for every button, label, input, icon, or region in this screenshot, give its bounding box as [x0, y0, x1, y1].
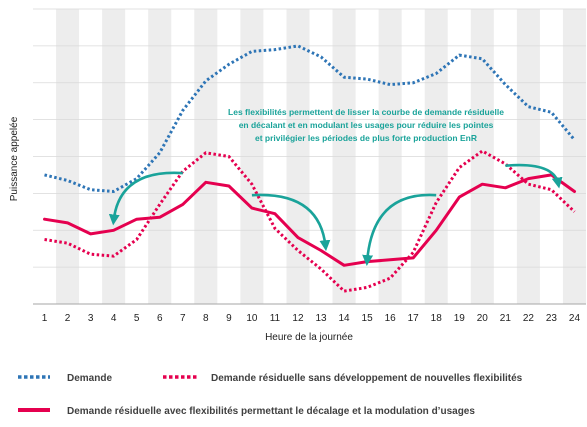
- x-tick-label-19: 19: [454, 313, 466, 324]
- x-tick-label-6: 6: [157, 313, 163, 324]
- x-tick-label-22: 22: [523, 313, 535, 324]
- x-tick-label-23: 23: [546, 313, 558, 324]
- legend: Demande Demande résiduelle sans développ…: [18, 373, 523, 417]
- curved-arrow-3: [362, 193, 437, 266]
- annotation-line-3: et privilégier les périodes de plus fort…: [255, 133, 477, 143]
- grid: [33, 8, 586, 268]
- x-tick-label-9: 9: [226, 313, 232, 324]
- x-tick-label-8: 8: [203, 313, 209, 324]
- x-tick-label-4: 4: [111, 313, 117, 324]
- x-tick-label-17: 17: [408, 313, 420, 324]
- annotation-arrows: [108, 163, 563, 266]
- x-tick-label-2: 2: [65, 313, 71, 324]
- annotation-text: Les flexibilités permettent de lisser la…: [228, 107, 504, 143]
- curved-arrow-2: [251, 193, 331, 252]
- x-tick-labels: 1 2 3 4 5 6 7 8 9 10 11 12 13 14 15 16 17 18 19 20 21 22 23 24: [42, 313, 581, 324]
- x-tick-label-1: 1: [42, 313, 48, 324]
- series-line-residuelle-sans: [44, 149, 576, 293]
- x-tick-label-18: 18: [431, 313, 443, 324]
- x-tick-label-20: 20: [477, 313, 489, 324]
- x-axis-title: Heure de la journée: [265, 332, 353, 343]
- x-tick-label-14: 14: [339, 313, 351, 324]
- x-tick-label-7: 7: [180, 313, 186, 324]
- series-line-demande: [44, 44, 576, 193]
- x-tick-label-15: 15: [362, 313, 374, 324]
- x-tick-label-21: 21: [500, 313, 512, 324]
- annotation-line-1: Les flexibilités permettent de lisser la…: [228, 107, 504, 117]
- x-tick-label-12: 12: [292, 313, 304, 324]
- legend-label-demande: Demande: [67, 373, 112, 384]
- x-tick-label-11: 11: [270, 313, 281, 324]
- x-tick-label-16: 16: [385, 313, 397, 324]
- x-tick-label-10: 10: [246, 313, 258, 324]
- x-tick-label-5: 5: [134, 313, 140, 324]
- curved-arrow-1: [108, 171, 183, 226]
- y-axis-title: Puissance appelée: [9, 116, 20, 201]
- curved-arrow-4: [505, 163, 563, 189]
- x-tick-label-13: 13: [315, 313, 327, 324]
- legend-label-residuelle-sans: Demande résiduelle sans développement de…: [211, 373, 523, 384]
- series-line-residuelle-avec: [43, 173, 576, 267]
- legend-label-residuelle-avec: Demande résiduelle avec flexibilités per…: [67, 406, 475, 417]
- annotation-line-2: en décalant et en modulant les usages po…: [239, 120, 494, 130]
- x-tick-label-3: 3: [88, 313, 94, 324]
- series: [43, 44, 576, 293]
- x-tick-label-24: 24: [569, 313, 581, 324]
